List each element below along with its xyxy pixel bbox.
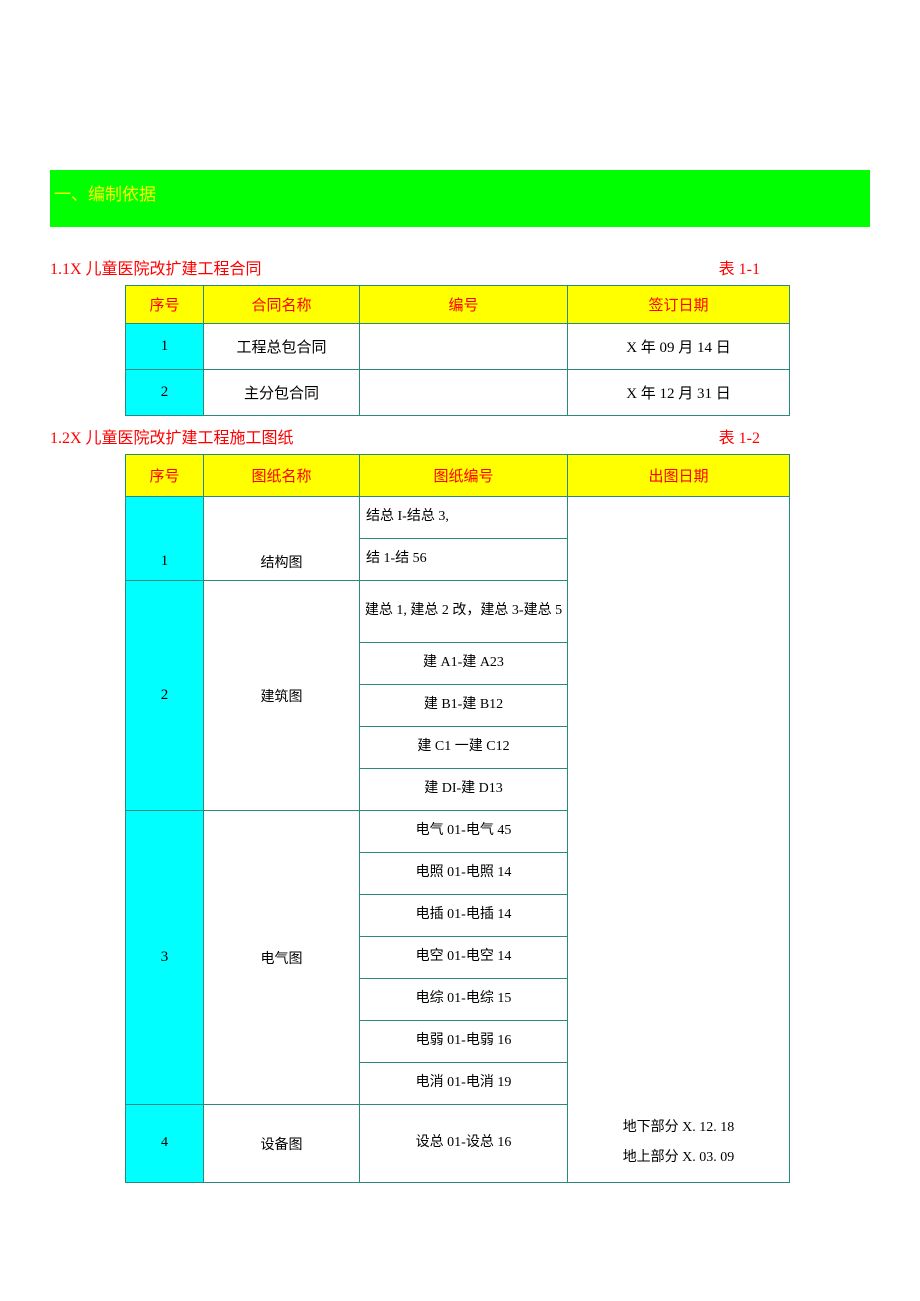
- cell-idx: 3: [126, 811, 204, 1105]
- cell-code: 建 A1-建 A23: [360, 643, 568, 685]
- cell-name: 电气图: [204, 811, 360, 1105]
- cell-code: 设总 01-设总 16: [360, 1105, 568, 1183]
- col-header: 签订日期: [568, 286, 790, 324]
- cell-code: 建 C1 一建 C12: [360, 727, 568, 769]
- subsection-1-2-title: 1.2X 儿童医院改扩建工程施工图纸: [50, 424, 294, 448]
- table-row: 2 主分包合同 X 年 12 月 31 日: [126, 370, 790, 416]
- cell-name: 主分包合同: [204, 370, 360, 416]
- section-banner: 一、编制依据: [50, 170, 870, 227]
- cell-date: X 年 09 月 14 日: [568, 324, 790, 370]
- table-row: 序号 图纸名称 图纸编号 出图日期: [126, 455, 790, 497]
- section-banner-title: 一、编制依据: [50, 185, 156, 204]
- cell-name: 设备图: [204, 1105, 360, 1183]
- cell-date: 地下部分 X. 12. 18 地上部分 X. 03. 09: [568, 1105, 790, 1183]
- cell-idx: 2: [126, 581, 204, 811]
- date-line: 地下部分 X. 12. 18: [623, 1120, 735, 1135]
- cell-code: 电弱 01-电弱 16: [360, 1021, 568, 1063]
- cell-code: 结 1-结 56: [360, 539, 568, 581]
- table-row: 序号 合同名称 编号 签订日期: [126, 286, 790, 324]
- col-header: 出图日期: [568, 455, 790, 497]
- cell-code: 建 B1-建 B12: [360, 685, 568, 727]
- col-header: 序号: [126, 286, 204, 324]
- cell-code: 电气 01-电气 45: [360, 811, 568, 853]
- cell-name: 工程总包合同: [204, 324, 360, 370]
- subsection-1-1-header: 1.1X 儿童医院改扩建工程合同 表 1-1: [50, 255, 870, 279]
- cell-idx: 1: [126, 324, 204, 370]
- cell-code: 结总 I-结总 3,: [360, 497, 568, 539]
- cell-code: [360, 370, 568, 416]
- date-line: 地上部分 X. 03. 09: [623, 1150, 735, 1165]
- cell-name: 结构图: [204, 497, 360, 581]
- subsection-1-1-title: 1.1X 儿童医院改扩建工程合同: [50, 255, 262, 279]
- col-header: 编号: [360, 286, 568, 324]
- subsection-1-2-header: 1.2X 儿童医院改扩建工程施工图纸 表 1-2: [50, 424, 870, 448]
- cell-code: 建 DI-建 D13: [360, 769, 568, 811]
- cell-code: 电消 01-电消 19: [360, 1063, 568, 1105]
- col-header: 序号: [126, 455, 204, 497]
- cell-code: 电空 01-电空 14: [360, 937, 568, 979]
- table-1-1: 序号 合同名称 编号 签订日期 1 工程总包合同 X 年 09 月 14 日 2…: [125, 285, 790, 416]
- table-1-1-label: 表 1-1: [719, 255, 870, 279]
- table-row: 1 工程总包合同 X 年 09 月 14 日: [126, 324, 790, 370]
- cell-date: X 年 12 月 31 日: [568, 370, 790, 416]
- cell-idx: 2: [126, 370, 204, 416]
- table-1-2: 序号 图纸名称 图纸编号 出图日期 1 结构图 结总 I-结总 3, 结 1-结…: [125, 454, 790, 1183]
- cell-code: [360, 324, 568, 370]
- cell-idx: 1: [126, 497, 204, 581]
- cell-idx: 4: [126, 1105, 204, 1183]
- cell-code: 电照 01-电照 14: [360, 853, 568, 895]
- table-row: 4 设备图 设总 01-设总 16 地下部分 X. 12. 18 地上部分 X.…: [126, 1105, 790, 1183]
- cell-name: 建筑图: [204, 581, 360, 811]
- col-header: 图纸编号: [360, 455, 568, 497]
- table-1-2-label: 表 1-2: [719, 424, 870, 448]
- cell-code: 建总 1, 建总 2 改，建总 3-建总 5: [360, 581, 568, 643]
- cell-date-empty: [568, 497, 790, 1105]
- cell-code: 电综 01-电综 15: [360, 979, 568, 1021]
- cell-code: 电插 01-电插 14: [360, 895, 568, 937]
- table-row: 1 结构图 结总 I-结总 3,: [126, 497, 790, 539]
- col-header: 图纸名称: [204, 455, 360, 497]
- col-header: 合同名称: [204, 286, 360, 324]
